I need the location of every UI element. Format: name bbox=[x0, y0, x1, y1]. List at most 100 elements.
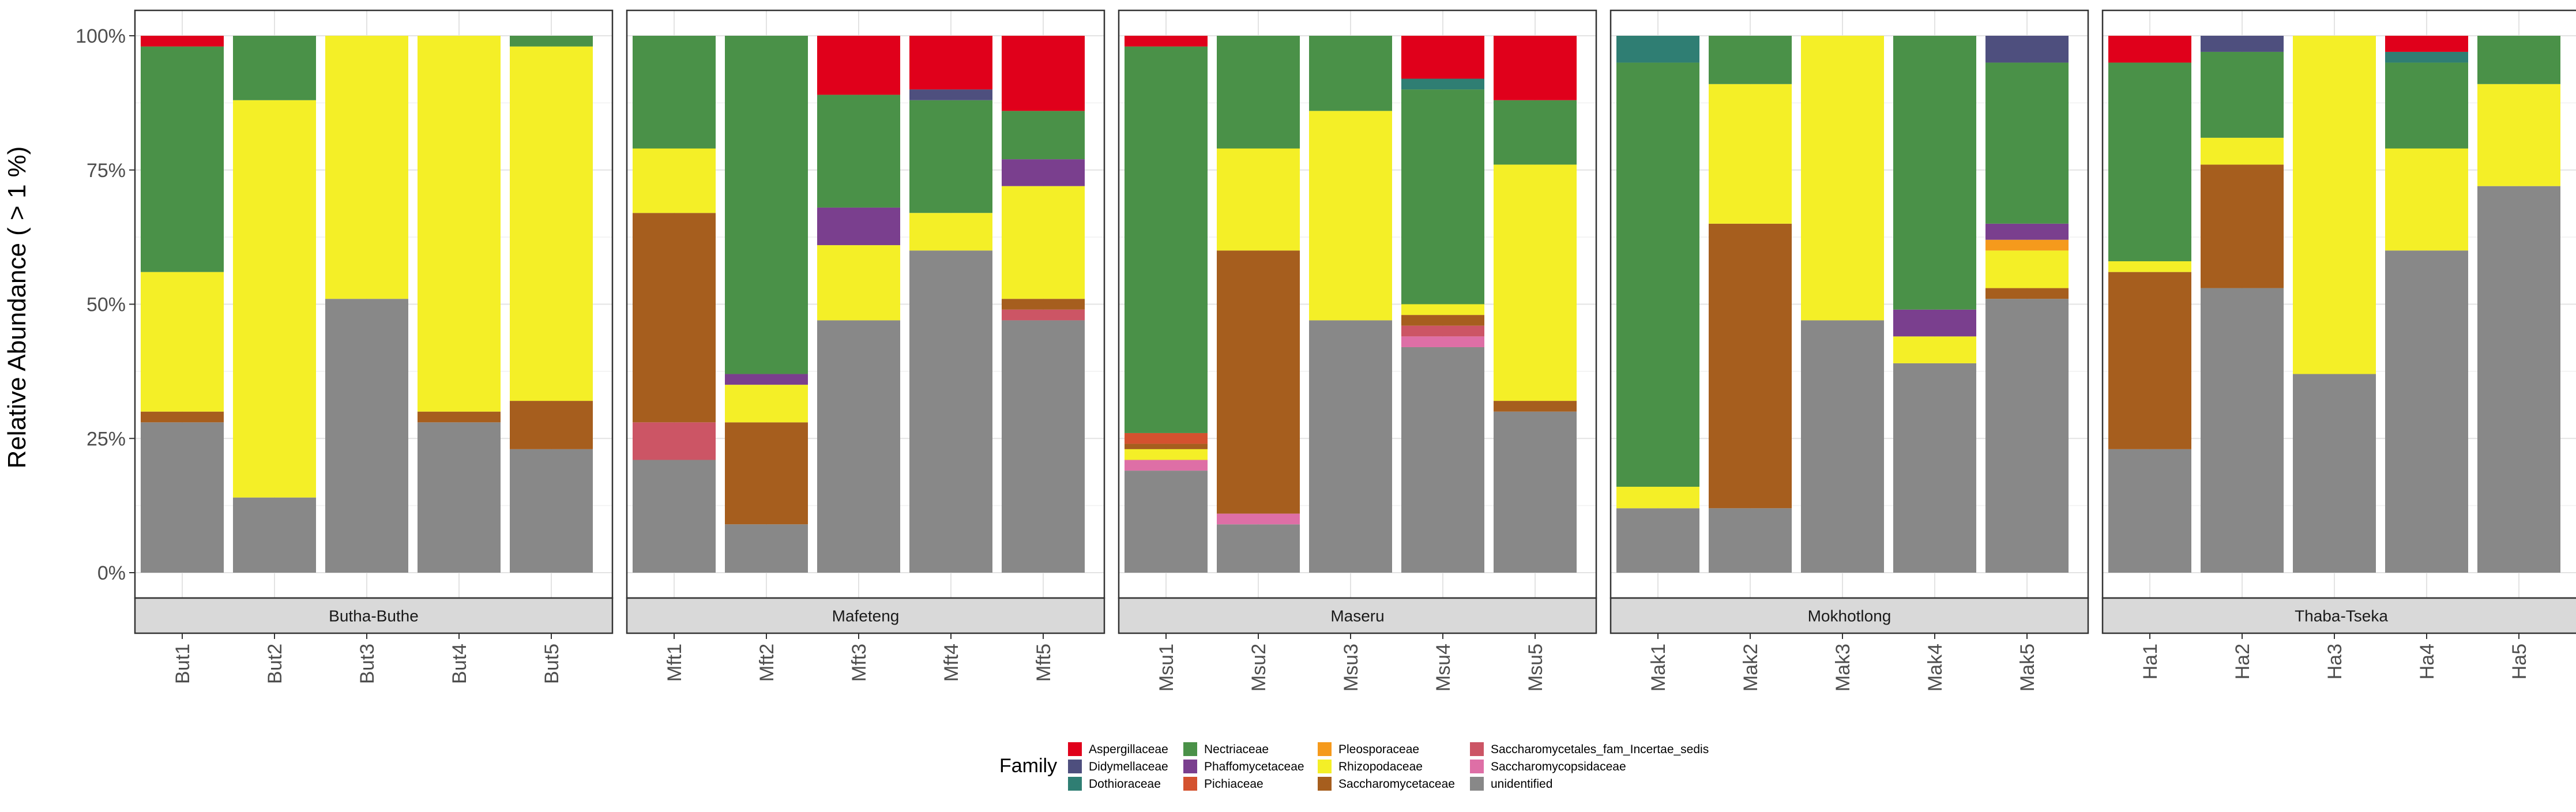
bar-msu2 bbox=[1217, 36, 1300, 573]
facet-panel-butha-buthe: But1 But2 But3 But4 But5 Butha-Buthe bbox=[134, 9, 614, 684]
bar-mft4 bbox=[909, 36, 992, 573]
bar-segment-ha1-rhizopodaceae bbox=[2108, 261, 2191, 272]
x-tick-label: Ha5 bbox=[2509, 644, 2530, 679]
bar-segment-but2-unidentified bbox=[233, 497, 316, 573]
bar-ha3 bbox=[2293, 36, 2376, 573]
bar-segment-mft4-nectriaceae bbox=[909, 100, 992, 213]
bar-segment-but5-nectriaceae bbox=[510, 36, 593, 47]
x-tick-label: But3 bbox=[356, 644, 378, 684]
bar-ha4 bbox=[2385, 36, 2468, 573]
bar-mft2 bbox=[725, 36, 808, 573]
bar-segment-msu4-saccharomycopsidaceae bbox=[1401, 336, 1484, 347]
legend-label: Rhizopodaceae bbox=[1338, 760, 1423, 773]
bar-segment-msu1-nectriaceae bbox=[1125, 46, 1208, 433]
legend-key bbox=[1470, 760, 1484, 773]
bar-segment-but1-rhizopodaceae bbox=[141, 272, 224, 412]
bar-segment-mak2-rhizopodaceae bbox=[1709, 84, 1792, 224]
bar-segment-msu5-saccharomycetaceae bbox=[1494, 401, 1577, 412]
bar-ha5 bbox=[2477, 36, 2560, 573]
bar-segment-mft3-aspergillaceae bbox=[817, 36, 900, 95]
x-tick-label: Mak5 bbox=[2017, 644, 2039, 691]
bar-segment-msu3-rhizopodaceae bbox=[1309, 111, 1392, 321]
bar-segment-msu1-saccharomycetaceae bbox=[1125, 443, 1208, 449]
bar-segment-mft4-unidentified bbox=[909, 250, 992, 573]
bar-mak5 bbox=[1985, 36, 2069, 573]
facet-strip-label: Butha-Buthe bbox=[329, 607, 419, 625]
bar-but4 bbox=[418, 36, 501, 573]
x-tick-label: Msu2 bbox=[1248, 644, 1270, 691]
x-tick-label: Ha4 bbox=[2416, 644, 2438, 679]
y-tick-label: 25% bbox=[87, 428, 126, 450]
legend-label: Dothioraceae bbox=[1089, 777, 1161, 791]
bar-segment-msu3-nectriaceae bbox=[1309, 36, 1392, 111]
bar-segment-ha5-nectriaceae bbox=[2477, 36, 2560, 84]
bar-segment-but3-unidentified bbox=[325, 299, 408, 573]
facet-strip bbox=[626, 597, 1105, 634]
facet-strip bbox=[1118, 597, 1597, 634]
legend-entry-unidentified: unidentified bbox=[1470, 777, 1552, 791]
legend-entry-saccharomycetales-fam-incertae-sedis: Saccharomycetales_fam_Incertae_sedis bbox=[1470, 742, 1709, 756]
x-tick-label: Mak4 bbox=[1924, 644, 1946, 691]
bar-segment-msu4-saccharomycetaceae bbox=[1401, 315, 1484, 326]
bar-segment-msu5-rhizopodaceae bbox=[1494, 164, 1577, 401]
bar-segment-mft1-saccharomycetales-fam-incertae-sedis bbox=[633, 422, 716, 460]
bar-segment-ha4-aspergillaceae bbox=[2385, 36, 2468, 52]
bar-segment-mak5-rhizopodaceae bbox=[1985, 250, 2069, 288]
bar-segment-ha4-unidentified bbox=[2385, 250, 2468, 573]
bar-segment-msu4-rhizopodaceae bbox=[1401, 304, 1484, 315]
bar-segment-msu1-unidentified bbox=[1125, 471, 1208, 573]
legend-label: Saccharomycetaceae bbox=[1338, 777, 1455, 791]
bar-segment-mft1-saccharomycetaceae bbox=[633, 213, 716, 423]
x-tick-label: Mft1 bbox=[664, 644, 686, 682]
bar-segment-msu2-saccharomycetaceae bbox=[1217, 250, 1300, 514]
bar-segment-mft5-rhizopodaceae bbox=[1002, 186, 1085, 299]
bar-mak4 bbox=[1893, 36, 1976, 573]
x-tick-label: Msu5 bbox=[1525, 644, 1547, 691]
bar-msu1 bbox=[1125, 36, 1208, 573]
bar-segment-mak2-saccharomycetaceae bbox=[1709, 223, 1792, 509]
bar-mak1 bbox=[1616, 36, 1699, 573]
y-tick-label: 50% bbox=[87, 294, 126, 316]
legend-key bbox=[1470, 777, 1484, 791]
bar-segment-mft2-rhizopodaceae bbox=[725, 385, 808, 423]
bar-segment-but4-saccharomycetaceae bbox=[418, 411, 501, 423]
legend-label: Nectriaceae bbox=[1204, 743, 1269, 756]
bar-segment-mft5-phaffomycetaceae bbox=[1002, 159, 1085, 186]
bar-segment-mft5-nectriaceae bbox=[1002, 111, 1085, 160]
legend-key bbox=[1068, 777, 1082, 791]
x-tick-label: Mft3 bbox=[848, 644, 870, 682]
bar-segment-mft3-nectriaceae bbox=[817, 95, 900, 208]
bar-mak2 bbox=[1709, 36, 1792, 573]
bar-segment-mft2-saccharomycetaceae bbox=[725, 422, 808, 525]
facet-strip-label: Thaba-Tseka bbox=[2295, 607, 2388, 625]
bar-segment-but1-unidentified bbox=[141, 422, 224, 573]
x-tick-label: Msu3 bbox=[1340, 644, 1362, 691]
y-axis-label: Relative Abundance ( > 1 %) bbox=[3, 146, 31, 469]
bar-segment-mft1-unidentified bbox=[633, 460, 716, 573]
bar-segment-mft4-aspergillaceae bbox=[909, 36, 992, 90]
facet-panel-mokhotlong: Mak1 Mak2 Mak3 Mak4 Mak5 Mokhotlong bbox=[1609, 9, 2089, 691]
legend-entry-didymellaceae: Didymellaceae bbox=[1068, 760, 1168, 773]
bar-segment-ha5-rhizopodaceae bbox=[2477, 84, 2560, 186]
legend-entry-nectriaceae: Nectriaceae bbox=[1183, 742, 1269, 756]
x-tick-label: Ha3 bbox=[2324, 644, 2346, 679]
bar-segment-msu2-nectriaceae bbox=[1217, 36, 1300, 149]
legend-key bbox=[1068, 760, 1082, 773]
bar-msu3 bbox=[1309, 36, 1392, 573]
legend-key bbox=[1318, 760, 1332, 773]
bar-segment-mft5-saccharomycetales-fam-incertae-sedis bbox=[1002, 309, 1085, 321]
bar-segment-mak5-phaffomycetaceae bbox=[1985, 223, 2069, 240]
bar-segment-msu4-dothioraceae bbox=[1401, 78, 1484, 90]
bar-segment-msu2-rhizopodaceae bbox=[1217, 148, 1300, 251]
bar-segment-but4-unidentified bbox=[418, 422, 501, 573]
bar-segment-but1-nectriaceae bbox=[141, 46, 224, 272]
legend-label: Pichiaceae bbox=[1204, 777, 1263, 791]
bar-segment-mft3-unidentified bbox=[817, 320, 900, 573]
bar-but5 bbox=[510, 36, 593, 573]
bar-segment-mak5-didymellaceae bbox=[1985, 36, 2069, 63]
x-tick-label: Mft2 bbox=[756, 644, 778, 682]
bar-segment-msu1-aspergillaceae bbox=[1125, 36, 1208, 47]
bar-segment-mak4-rhizopodaceae bbox=[1893, 336, 1976, 363]
bar-segment-but5-rhizopodaceae bbox=[510, 46, 593, 401]
